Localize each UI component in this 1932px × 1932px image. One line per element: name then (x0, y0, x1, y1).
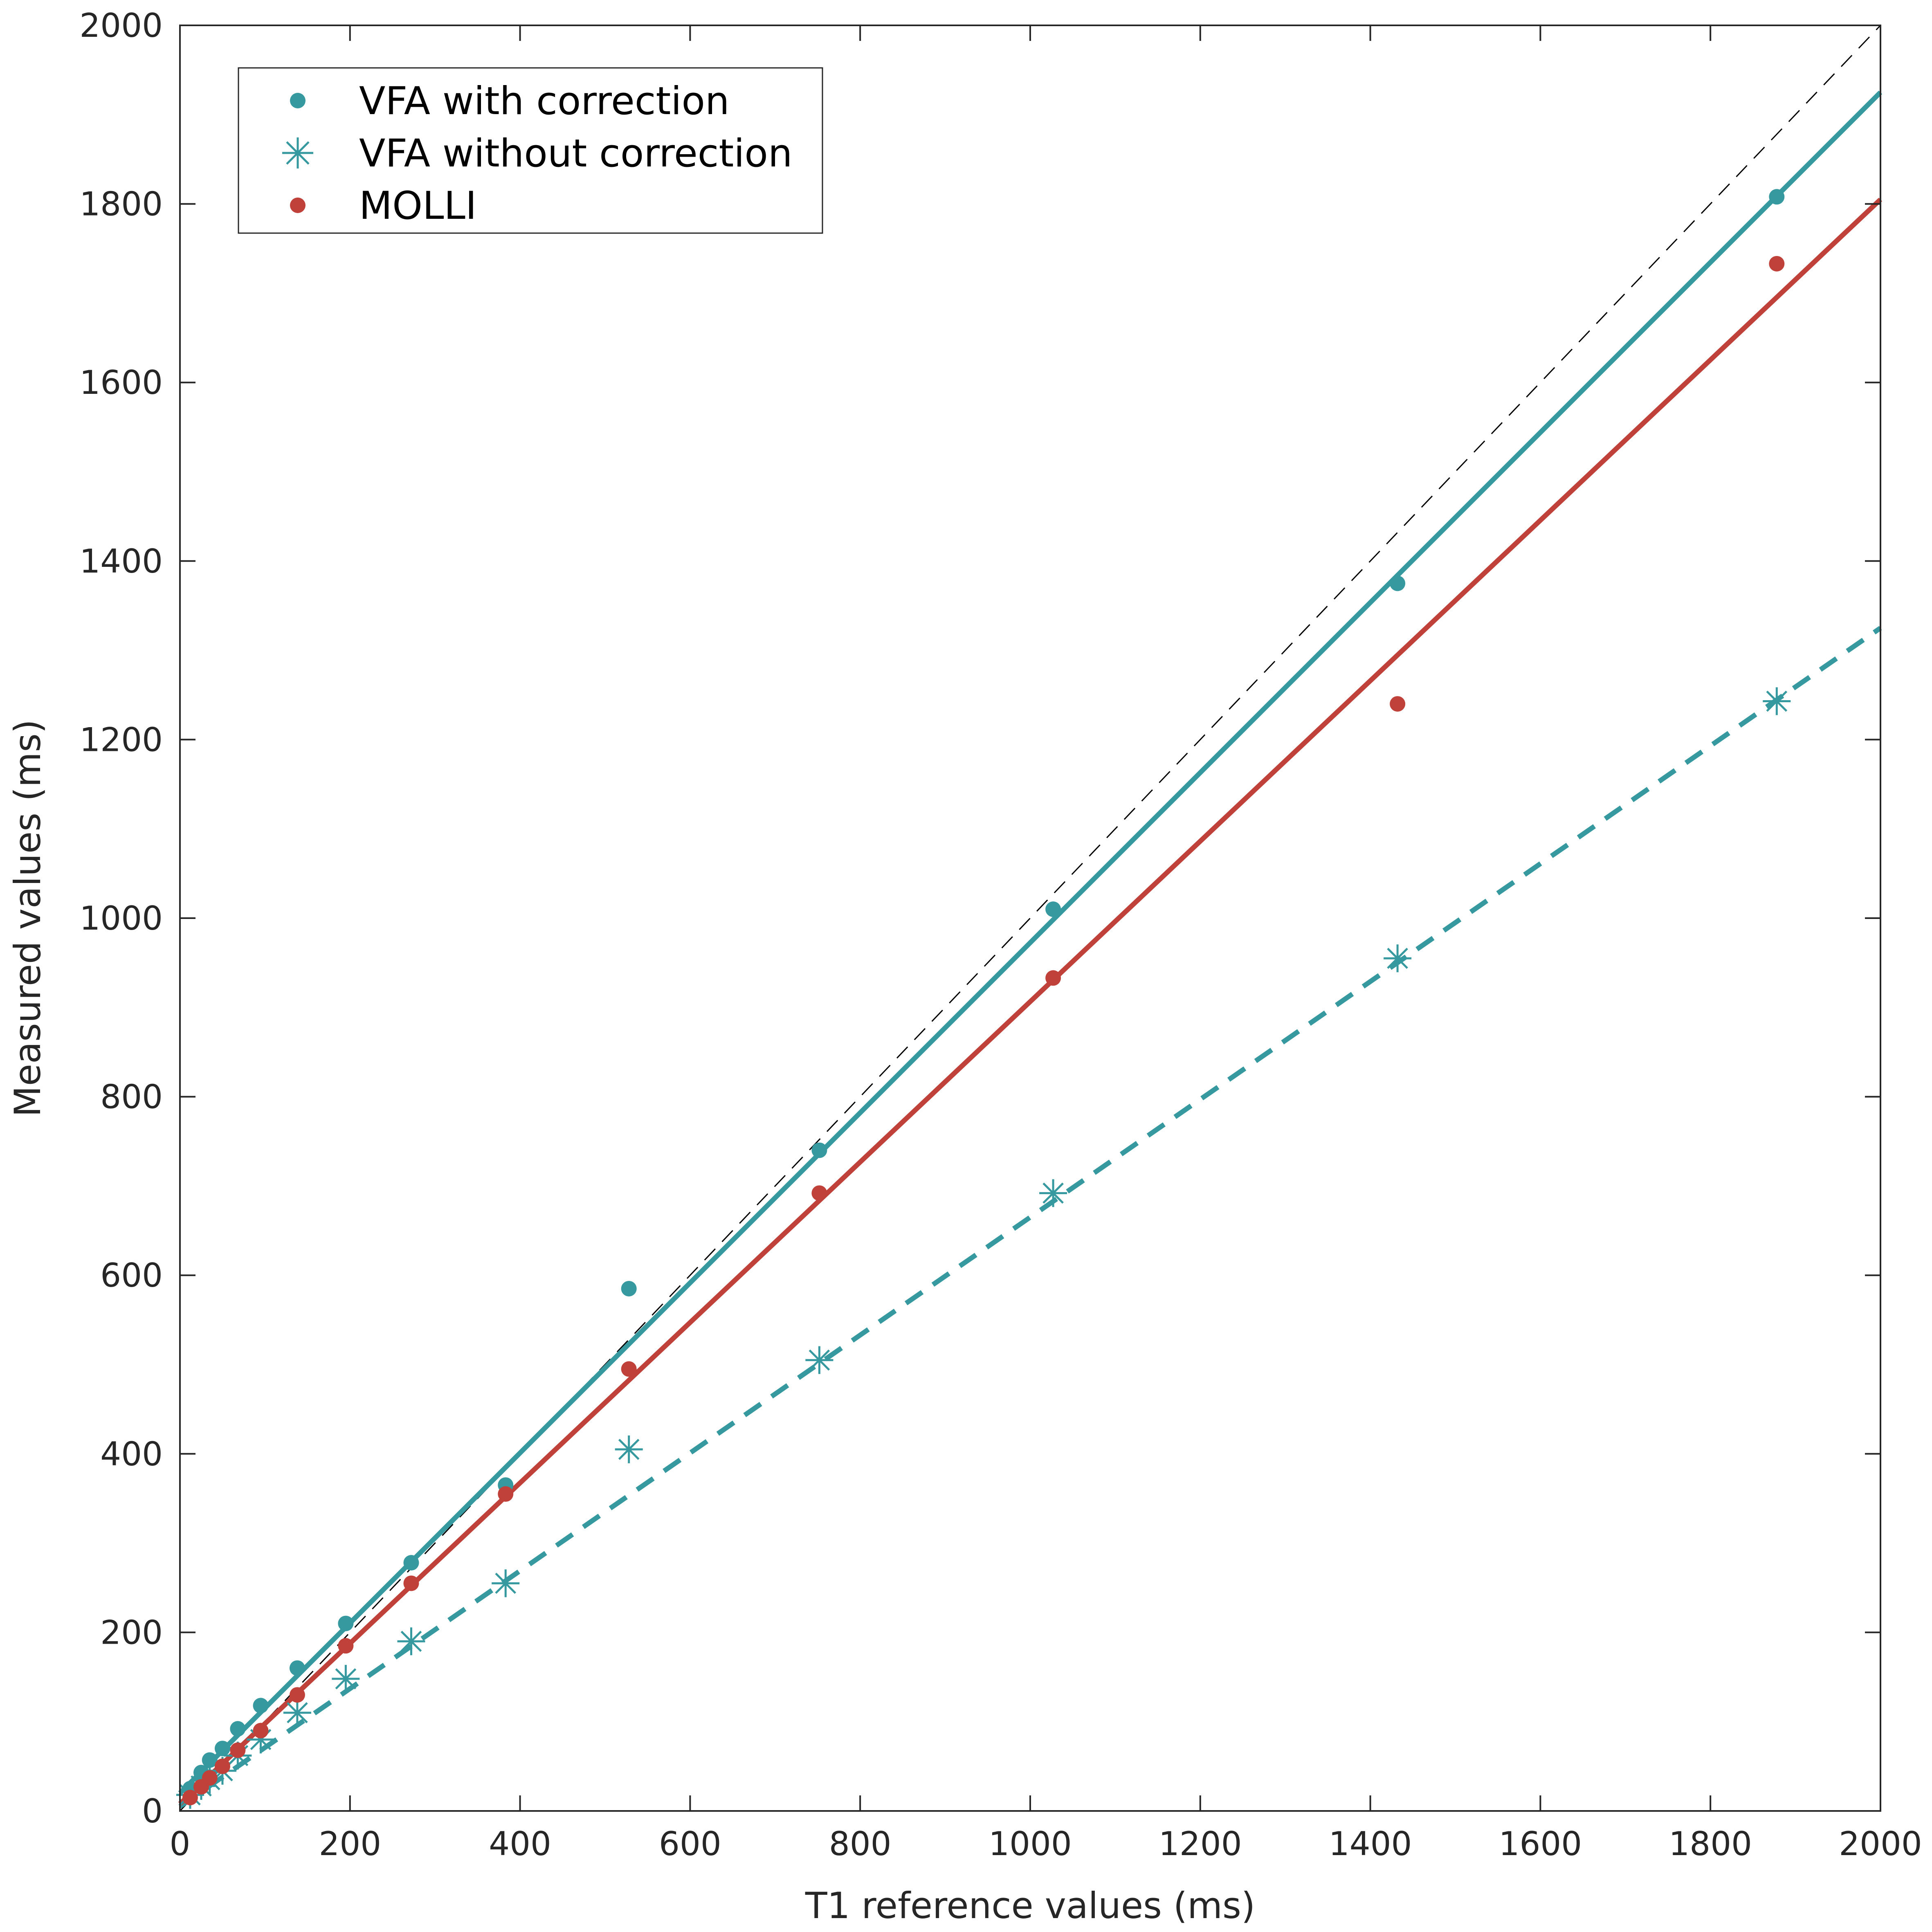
x-tick-label: 600 (659, 1825, 721, 1863)
data-point-series-2 (1045, 970, 1061, 986)
legend-marker-dot (290, 93, 306, 108)
legend-label: MOLLI (359, 184, 477, 228)
x-tick-label: 1000 (988, 1825, 1072, 1863)
y-tick-label: 1800 (79, 185, 163, 223)
data-point-series-0 (1045, 901, 1061, 917)
data-point-series-1 (492, 1569, 520, 1597)
data-point-series-1 (332, 1665, 360, 1693)
data-point-series-0 (811, 1142, 827, 1158)
data-point-series-2 (403, 1575, 419, 1591)
legend-label: VFA without correction (359, 131, 793, 176)
y-tick-label: 600 (100, 1256, 163, 1294)
x-tick-label: 200 (319, 1825, 381, 1863)
y-tick-label: 0 (142, 1792, 163, 1830)
data-point-series-0 (338, 1615, 354, 1631)
axis-ticks: 0 200 400 600 800 1000 1200 1400 1600 1800 2000 0 20… (79, 7, 1922, 1863)
x-tick-label: 2000 (1839, 1825, 1922, 1863)
data-point-series-2 (1390, 696, 1406, 712)
y-tick-label: 1400 (79, 542, 163, 580)
data-point-series-0 (202, 1752, 218, 1768)
identity-line (179, 25, 1881, 1812)
data-point-series-2 (202, 1770, 218, 1786)
data-point-series-1 (1039, 1179, 1067, 1207)
x-tick-label: 1400 (1329, 1825, 1412, 1863)
data-point-series-0 (1390, 575, 1406, 591)
x-tick-label: 800 (829, 1825, 892, 1863)
data-point-series-1 (283, 1698, 311, 1727)
plot-area (176, 25, 1883, 1812)
x-tick-label: 1800 (1669, 1825, 1752, 1863)
data-point-series-2 (289, 1687, 305, 1703)
legend-box (238, 67, 823, 234)
legend-marker-asterisk (282, 137, 313, 168)
data-point-series-1 (805, 1346, 833, 1374)
data-point-series-2 (811, 1185, 827, 1201)
legend-entries: VFA with correction VFA without correctio… (282, 79, 793, 228)
data-point-series-1 (615, 1435, 643, 1463)
axes-box (179, 25, 1881, 1812)
data-point-series-1 (1763, 687, 1791, 715)
data-point-series-0 (621, 1281, 637, 1296)
y-axis-label: Measured values (ms) (7, 719, 49, 1117)
y-tick-label: 1000 (79, 899, 163, 937)
data-point-series-2 (253, 1723, 269, 1739)
x-tick-label: 1600 (1499, 1825, 1582, 1863)
legend-label: VFA with correction (359, 79, 730, 124)
data-point-series-0 (230, 1721, 246, 1737)
data-point-series-0 (214, 1741, 230, 1757)
x-tick-label: 400 (489, 1825, 551, 1863)
data-point-series-1 (397, 1627, 425, 1656)
data-point-series-2 (498, 1486, 514, 1502)
data-point-series-0 (403, 1555, 419, 1571)
data-point-series-2 (621, 1361, 637, 1377)
x-tick-label: 1200 (1159, 1825, 1242, 1863)
data-point-series-2 (338, 1638, 354, 1654)
fit-line-series-2 (178, 198, 1883, 1806)
y-tick-label: 1200 (79, 721, 163, 759)
data-point-series-0 (1769, 189, 1785, 205)
y-tick-label: 200 (100, 1613, 163, 1651)
fit-line-series-1 (178, 626, 1882, 1809)
data-point-series-0 (253, 1698, 269, 1714)
data-point-series-2 (182, 1790, 198, 1806)
data-point-series-0 (289, 1660, 305, 1676)
x-axis-label: T1 reference values (ms) (805, 1885, 1255, 1927)
fit-line-series-0 (178, 90, 1883, 1795)
y-tick-label: 400 (100, 1435, 163, 1473)
legend-marker-dot (290, 198, 306, 213)
data-point-series-2 (214, 1758, 230, 1774)
data-point-series-1 (1384, 944, 1412, 973)
legend: VFA with correction VFA without correctio… (238, 67, 823, 234)
y-tick-label: 800 (100, 1078, 163, 1116)
x-tick-label: 0 (170, 1825, 191, 1863)
data-point-series-2 (230, 1742, 246, 1758)
y-tick-label: 1600 (79, 364, 163, 402)
y-tick-label: 2000 (79, 7, 163, 45)
data-point-series-2 (1769, 256, 1785, 272)
